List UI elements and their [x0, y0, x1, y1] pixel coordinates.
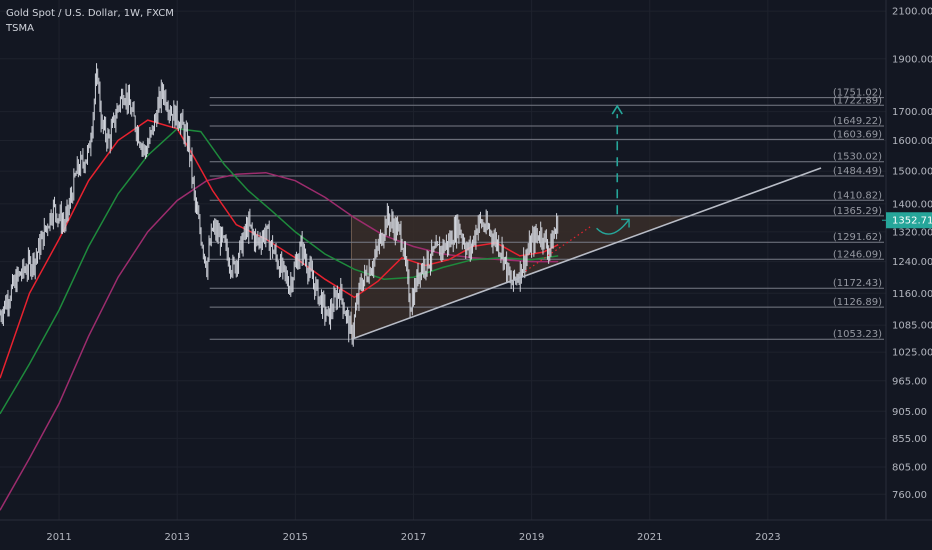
price-tick-label-9: 1085.00	[892, 321, 932, 332]
level-label-9: (1246.09)	[833, 249, 882, 260]
time-tick-label-1: 2013	[164, 532, 189, 543]
time-axis-bg	[0, 520, 932, 550]
price-tick-label-14: 805.00	[892, 462, 927, 473]
breakout-arrow-head-icon	[621, 218, 630, 228]
target-arrow-head-icon	[611, 104, 623, 115]
price-tick-label-5: 1400.00	[892, 199, 932, 210]
price-tick-label-15: 760.00	[892, 490, 927, 501]
level-label-10: (1172.43)	[833, 278, 882, 289]
candles-layer	[0, 63, 559, 347]
drawings-layer	[351, 104, 822, 340]
level-label-5: (1484.49)	[833, 166, 882, 177]
chart-legend: Gold Spot / U.S. Dollar, 1W, FXCM TSMA	[6, 6, 174, 36]
ma-mid-line	[0, 127, 559, 415]
price-tick-label-4: 1500.00	[892, 167, 932, 178]
price-tick-label-6: 1320.00	[892, 227, 932, 238]
breakout-arrow[interactable]	[596, 219, 630, 235]
level-label-3: (1603.69)	[833, 129, 882, 140]
level-label-1: (1722.89)	[833, 95, 882, 106]
symbol-title[interactable]: Gold Spot / U.S. Dollar, 1W, FXCM	[6, 8, 174, 19]
level-label-0: (1751.02)	[833, 88, 882, 99]
time-tick-label-6: 2023	[755, 532, 780, 543]
time-tick-label-5: 2021	[637, 532, 662, 543]
price-tick-label-0: 2100.00	[892, 7, 932, 18]
level-label-8: (1291.62)	[833, 232, 882, 243]
price-tick-label-10: 1025.00	[892, 348, 932, 359]
level-label-12: (1053.23)	[833, 329, 882, 340]
price-tick-label-3: 1600.00	[892, 136, 932, 147]
fib-levels-layer: (1751.02)(1722.89) (1649.22) (1603.69) (153…	[209, 88, 884, 340]
ascending-trendline[interactable]	[351, 167, 822, 340]
price-tick-label-13: 855.00	[892, 434, 927, 445]
time-tick-label-4: 2019	[519, 532, 544, 543]
level-label-7: (1365.29)	[833, 206, 882, 217]
price-tick-label-7: 1240.00	[892, 257, 932, 268]
time-tick-label-2: 2015	[283, 532, 308, 543]
price-tick-label-11: 965.00	[892, 376, 927, 387]
price-tick-label-8: 1160.00	[892, 289, 932, 300]
price-axis-bg	[886, 0, 932, 520]
level-label-4: (1530.02)	[833, 152, 882, 163]
time-axis[interactable]: 2011 2013 2015 2017 2019 2021 2023	[0, 519, 932, 550]
time-tick-label-0: 2011	[46, 532, 71, 543]
price-tick-label-12: 905.00	[892, 407, 927, 418]
level-label-6: (1410.82)	[833, 190, 882, 201]
price-tick-label-1: 1900.00	[892, 54, 932, 65]
indicator-label[interactable]: TSMA	[6, 23, 34, 34]
price-axis[interactable]: 2100.00 1900.00 1700.00 1600.00 1500.00 1400.…	[882, 0, 932, 520]
level-label-2: (1649.22)	[833, 116, 882, 127]
chart-grid	[0, 0, 886, 520]
price-tick-label-2: 1700.00	[892, 107, 932, 118]
time-tick-label-3: 2017	[401, 532, 426, 543]
level-label-11: (1126.89)	[833, 297, 882, 308]
current-price-label: 1352.71	[892, 216, 932, 227]
current-price-tag[interactable]	[886, 212, 932, 229]
ma-slow-line	[0, 171, 559, 511]
